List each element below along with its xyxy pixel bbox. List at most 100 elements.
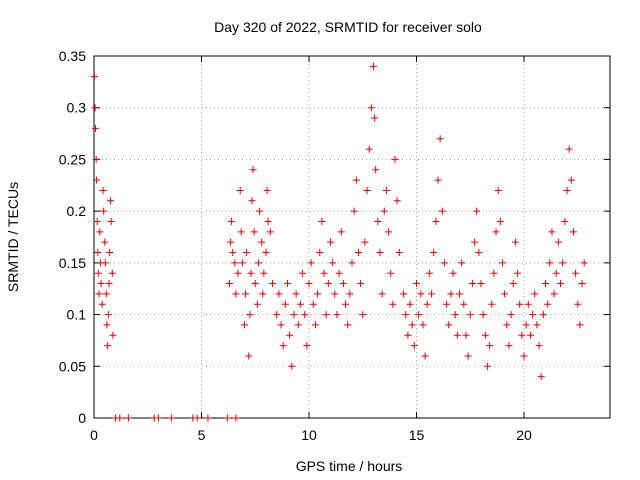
data-point xyxy=(339,280,347,288)
data-point xyxy=(260,269,268,277)
data-point xyxy=(440,259,448,267)
data-point xyxy=(561,217,569,225)
data-point xyxy=(425,269,433,277)
data-point xyxy=(419,321,427,329)
data-point xyxy=(400,290,408,298)
data-point xyxy=(460,300,468,308)
data-point xyxy=(101,238,109,246)
data-point xyxy=(376,249,384,257)
data-point xyxy=(92,155,100,163)
data-point xyxy=(232,414,240,422)
data-point xyxy=(477,280,485,288)
y-tick-label: 0.05 xyxy=(59,358,86,374)
data-point xyxy=(537,373,545,381)
data-point xyxy=(569,228,577,236)
grid-lines xyxy=(94,56,610,418)
data-point xyxy=(155,414,162,422)
data-point xyxy=(193,414,201,422)
data-point xyxy=(406,300,414,308)
data-point xyxy=(279,342,287,350)
y-tick-label: 0.15 xyxy=(59,255,86,271)
data-point xyxy=(518,331,526,339)
data-point xyxy=(107,197,115,205)
data-point xyxy=(284,280,291,288)
data-point xyxy=(423,300,431,308)
data-point xyxy=(447,290,455,298)
data-point xyxy=(413,280,420,288)
data-point xyxy=(91,104,99,112)
data-point xyxy=(277,321,285,329)
data-point xyxy=(263,186,271,194)
data-point xyxy=(247,269,255,277)
data-point xyxy=(92,124,100,132)
data-point xyxy=(264,217,272,225)
data-point xyxy=(94,249,102,257)
data-point xyxy=(436,135,444,143)
y-tick-label: 0.3 xyxy=(67,100,87,116)
data-point xyxy=(337,228,345,236)
data-point xyxy=(243,249,251,257)
data-point xyxy=(268,280,276,288)
data-point xyxy=(371,114,379,122)
data-point xyxy=(109,331,117,339)
data-point xyxy=(93,217,101,225)
data-point xyxy=(451,311,459,319)
data-point xyxy=(322,311,330,319)
data-point xyxy=(103,321,111,329)
data-point xyxy=(468,280,476,288)
data-point xyxy=(402,311,410,319)
data-point xyxy=(316,249,324,257)
data-point xyxy=(410,342,418,350)
data-point xyxy=(275,290,283,298)
data-point xyxy=(432,217,440,225)
data-point xyxy=(309,300,317,308)
data-point xyxy=(344,321,352,329)
data-point xyxy=(548,228,556,236)
data-point xyxy=(417,290,425,298)
data-point xyxy=(105,280,113,288)
data-point xyxy=(249,166,257,174)
data-point xyxy=(404,331,412,339)
data-point xyxy=(563,186,571,194)
data-point xyxy=(245,352,253,360)
data-point xyxy=(357,280,365,288)
data-point xyxy=(333,311,341,319)
data-point xyxy=(365,145,373,153)
data-point xyxy=(481,331,489,339)
data-point xyxy=(104,311,112,319)
data-point xyxy=(494,186,502,194)
data-point xyxy=(303,342,311,350)
x-tick-label: 0 xyxy=(90,427,98,443)
x-tick-label: 20 xyxy=(516,427,532,443)
data-point xyxy=(380,207,388,215)
data-point xyxy=(382,186,390,194)
data-point xyxy=(98,300,106,308)
data-point xyxy=(223,414,231,422)
data-point xyxy=(124,414,132,422)
data-point xyxy=(503,321,511,329)
data-point xyxy=(546,259,554,267)
data-point xyxy=(348,259,356,267)
x-axis-label: GPS time / hours xyxy=(296,458,403,474)
data-point xyxy=(307,259,315,267)
data-point xyxy=(408,321,416,329)
data-point xyxy=(359,311,367,319)
data-point xyxy=(475,249,483,257)
data-point xyxy=(97,280,105,288)
data-point xyxy=(258,238,266,246)
data-point xyxy=(572,269,580,277)
data-point xyxy=(229,249,237,257)
data-point xyxy=(520,352,528,360)
data-point xyxy=(167,414,175,422)
data-point xyxy=(320,269,328,277)
data-point xyxy=(248,197,256,205)
data-point xyxy=(526,331,534,339)
data-point xyxy=(492,228,500,236)
data-point xyxy=(529,311,537,319)
y-axis-label: SRMTID / TECUs xyxy=(5,182,21,292)
data-point xyxy=(456,290,463,298)
data-point xyxy=(93,176,101,184)
y-tick-label: 0 xyxy=(78,410,86,426)
data-point xyxy=(296,300,304,308)
data-point xyxy=(374,217,382,225)
